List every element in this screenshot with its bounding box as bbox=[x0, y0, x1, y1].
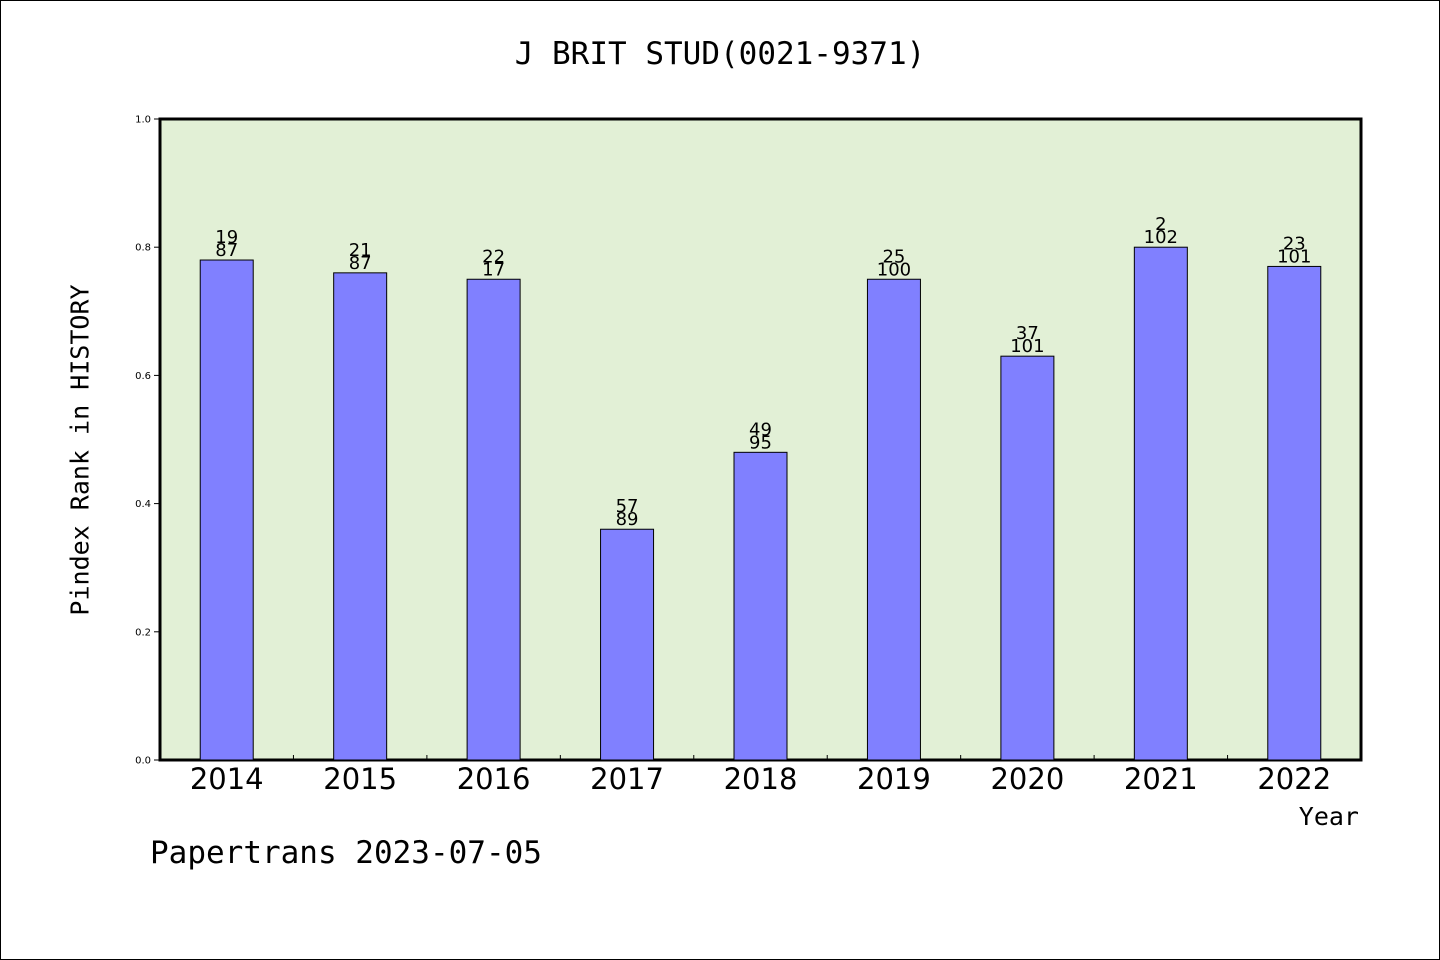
x-tick-label: 2016 bbox=[457, 762, 531, 796]
bar-2021 bbox=[1133, 246, 1188, 761]
bar-label-top: 23 bbox=[1283, 233, 1306, 254]
x-tick-label: 2018 bbox=[724, 762, 798, 796]
y-axis: 0.0 0.2 0.4 0.6 0.8 1.0 bbox=[135, 115, 160, 767]
x-tick-label: 2014 bbox=[190, 762, 264, 796]
x-tick-label: 2020 bbox=[990, 762, 1064, 796]
x-tick-label: 2022 bbox=[1257, 762, 1331, 796]
x-tick-label: 2017 bbox=[590, 762, 664, 796]
bar-2018 bbox=[733, 451, 788, 761]
y-tick-label: 0.6 bbox=[135, 371, 151, 382]
bar-2020 bbox=[1000, 355, 1055, 761]
bar-2015 bbox=[333, 272, 388, 761]
bar-2016 bbox=[466, 278, 521, 761]
x-tick-label: 2019 bbox=[857, 762, 931, 796]
bar-label-top: 37 bbox=[1016, 323, 1039, 344]
chart-title: J BRIT STUD(0021-9371) bbox=[514, 36, 926, 72]
bar-label-bottom: 87 bbox=[349, 253, 372, 274]
bar-label-bottom: 101 bbox=[1010, 336, 1044, 357]
bar-label-top: 21 bbox=[349, 240, 372, 261]
bar-label-bottom: 87 bbox=[215, 240, 238, 261]
y-tick-label: 0.4 bbox=[135, 499, 151, 510]
x-axis-label: Year bbox=[1298, 802, 1359, 831]
bar-label-top: 19 bbox=[215, 227, 238, 248]
bar-label-top: 57 bbox=[616, 496, 639, 517]
y-tick-label: 1.0 bbox=[135, 115, 151, 126]
x-tick-label: 2015 bbox=[323, 762, 397, 796]
bar-label-bottom: 100 bbox=[877, 259, 911, 280]
y-tick-label: 0.0 bbox=[135, 756, 151, 767]
bar-label-bottom: 101 bbox=[1277, 246, 1311, 267]
bar-2019 bbox=[866, 278, 921, 761]
bar-label-top: 2 bbox=[1155, 214, 1166, 235]
bar-2017 bbox=[600, 528, 655, 761]
y-tick-label: 0.8 bbox=[135, 243, 151, 254]
chart-footer: Papertrans 2023-07-05 bbox=[150, 835, 542, 871]
y-tick-label: 0.2 bbox=[135, 627, 151, 638]
bar-label-bottom: 95 bbox=[749, 432, 772, 453]
bar-2022 bbox=[1267, 265, 1322, 761]
x-tick-label: 2021 bbox=[1124, 762, 1198, 796]
bar-label-top: 22 bbox=[482, 246, 505, 267]
bar-label-top: 49 bbox=[749, 419, 772, 440]
bar-label-bottom: 17 bbox=[482, 259, 505, 280]
x-axis: 2014 2015 2016 2017 2018 2019 2020 2021 2022 bbox=[190, 755, 1331, 796]
bar-label-bottom: 102 bbox=[1144, 227, 1178, 248]
bar-label-bottom: 89 bbox=[616, 509, 639, 530]
bar-label-top: 25 bbox=[882, 246, 905, 267]
bar-2014 bbox=[199, 259, 254, 761]
